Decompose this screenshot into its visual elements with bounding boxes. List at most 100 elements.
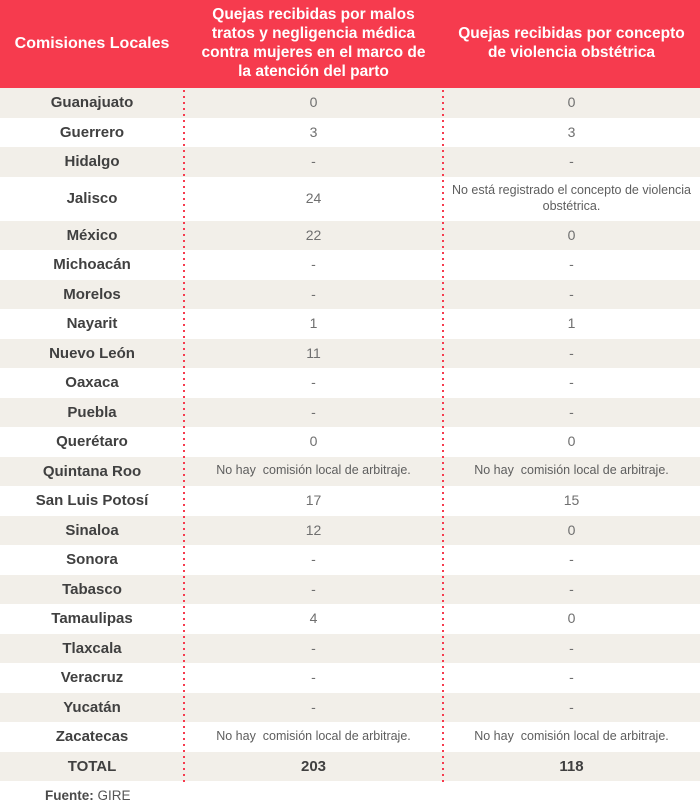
header-cell-quejas-malos-tratos: Quejas recibidas por malos tratos y negl… [184, 0, 443, 88]
table-row: Tamaulipas 4 0 [0, 604, 700, 634]
table-row: Michoacán - - [0, 250, 700, 280]
complaints-maltreatment-cell: 0 [309, 94, 318, 110]
complaints-obstetric-violence-cell: 0 [567, 433, 576, 449]
state-name-cell: Querétaro [56, 433, 128, 451]
complaints-maltreatment-cell: 12 [305, 521, 322, 538]
complaints-obstetric-violence-cell: - [569, 374, 574, 390]
complaints-maltreatment-cell: - [311, 285, 316, 302]
state-name-cell: Tabasco [62, 580, 122, 598]
complaints-obstetric-violence-cell: - [569, 639, 574, 656]
table-row: San Luis Potosí 17 15 [0, 486, 700, 516]
header-label: Quejas recibidas por concepto de violenc… [458, 25, 685, 61]
state-name-cell: Yucatán [63, 698, 121, 716]
header-label: Comisiones Locales [14, 35, 170, 52]
state-name-cell: Nayarit [66, 315, 118, 333]
complaints-maltreatment-cell: 24 [305, 189, 322, 206]
column-divider-dotted-line-1 [183, 90, 185, 784]
table-row: Sonora - - [0, 545, 700, 575]
complaints-obstetric-violence-cell: - [569, 344, 574, 361]
complaints-maltreatment-cell: - [311, 669, 316, 685]
complaints-obstetric-violence-cell: No está registrado el concepto de violen… [451, 182, 695, 213]
complaints-obstetric-violence-cell: - [569, 580, 574, 597]
state-name-cell: Puebla [67, 403, 117, 421]
total-row: TOTAL 203 118 [0, 751, 700, 781]
state-name-cell: Sonora [66, 551, 118, 569]
complaints-obstetric-violence-cell: 0 [567, 521, 576, 538]
state-name-cell: San Luis Potosí [35, 492, 149, 510]
table-row: Puebla - - [0, 397, 700, 427]
complaints-maltreatment-cell: - [311, 551, 316, 567]
state-name-cell: Hidalgo [64, 153, 120, 171]
table-row: Morelos - - [0, 279, 700, 309]
table-row: México 22 0 [0, 220, 700, 250]
complaints-maltreatment-cell: - [311, 153, 316, 169]
complaints-maltreatment-cell: - [311, 698, 316, 715]
complaints-maltreatment-cell: - [311, 374, 316, 390]
state-name-cell: Nuevo León [49, 344, 135, 362]
complaints-obstetric-violence-cell: 0 [567, 610, 576, 626]
complaints-maltreatment-cell: - [311, 580, 316, 597]
state-name-cell: Guerrero [59, 123, 125, 141]
complaints-maltreatment-cell: 22 [305, 226, 322, 243]
complaints-maltreatment-cell: 11 [306, 344, 321, 361]
state-name-cell: Jalisco [66, 190, 118, 207]
header-label: Quejas recibidas por malos tratos y negl… [201, 6, 426, 80]
table-row: Tlaxcala - - [0, 633, 700, 663]
state-name-cell: México [66, 226, 118, 244]
table-row: Nuevo León 11 - [0, 338, 700, 368]
table-row: Sinaloa 12 0 [0, 515, 700, 545]
complaints-obstetric-violence-cell: 0 [567, 94, 576, 110]
complaints-obstetric-violence-cell: 1 [567, 315, 576, 331]
table-row: Guanajuato 0 0 [0, 88, 700, 118]
table-row: Hidalgo - - [0, 147, 700, 177]
header-cell-quejas-violencia-obstetrica: Quejas recibidas por concepto de violenc… [443, 0, 700, 88]
complaints-obstetric-violence-cell: - [569, 551, 574, 567]
complaints-obstetric-violence-cell: 3 [567, 123, 576, 140]
header-cell-comisiones-locales: Comisiones Locales [0, 0, 184, 88]
state-name-cell: Veracruz [60, 669, 124, 687]
table-row: Querétaro 0 0 [0, 427, 700, 457]
complaints-maltreatment-cell: 1 [309, 315, 318, 331]
complaints-maltreatment-cell: No hay comisión local de arbitraje. [216, 463, 411, 478]
state-name-cell: Quintana Roo [42, 462, 142, 480]
complaints-obstetric-violence-cell: No hay comisión local de arbitraje. [474, 728, 669, 743]
table-row: Yucatán - - [0, 692, 700, 722]
table-row: Zacatecas No hay comisión local de arbit… [0, 722, 700, 752]
table-row: Guerrero 3 3 [0, 117, 700, 147]
source-note: Fuente: GIRE [45, 788, 131, 803]
complaints-maltreatment-cell: - [311, 403, 316, 420]
state-name-cell: Michoacán [53, 256, 131, 274]
state-name-cell: Zacatecas [55, 728, 129, 746]
source-label: Fuente: [45, 788, 94, 803]
total-value-obstetric-violence: 118 [559, 757, 584, 775]
state-name-cell: Tlaxcala [62, 639, 122, 657]
table-row: Oaxaca - - [0, 368, 700, 398]
complaints-obstetric-violence-cell: 0 [567, 226, 576, 243]
complaints-obstetric-violence-cell: No hay comisión local de arbitraje. [474, 463, 669, 478]
complaints-obstetric-violence-cell: 15 [563, 492, 580, 508]
table-row: Quintana Roo No hay comisión local de ar… [0, 456, 700, 486]
table-header: Comisiones Locales Quejas recibidas por … [0, 0, 700, 88]
complaints-maltreatment-cell: No hay comisión local de arbitraje. [216, 728, 411, 743]
total-value-maltreatment: 203 [300, 757, 327, 775]
source-value: GIRE [97, 788, 131, 803]
state-name-cell: Morelos [63, 285, 121, 303]
complaints-maltreatment-cell: 3 [309, 123, 318, 140]
complaints-maltreatment-cell: - [311, 639, 316, 656]
complaints-maltreatment-cell: - [311, 256, 316, 272]
table-row: Jalisco 24 No está registrado el concept… [0, 176, 700, 221]
complaints-obstetric-violence-cell: - [569, 153, 574, 169]
complaints-obstetric-violence-cell: - [569, 256, 574, 272]
complaints-obstetric-violence-cell: - [569, 285, 574, 302]
state-name-cell: Sinaloa [65, 521, 119, 539]
complaints-maltreatment-cell: 0 [309, 433, 318, 449]
complaints-obstetric-violence-cell: - [569, 698, 574, 715]
complaints-obstetric-violence-cell: - [569, 669, 574, 685]
complaints-obstetric-violence-cell: - [569, 403, 574, 420]
column-divider-dotted-line-2 [442, 90, 444, 784]
complaints-maltreatment-cell: 17 [305, 492, 322, 508]
complaints-maltreatment-cell: 4 [309, 610, 318, 626]
total-label: TOTAL [67, 757, 117, 775]
table-row: Nayarit 1 1 [0, 309, 700, 339]
